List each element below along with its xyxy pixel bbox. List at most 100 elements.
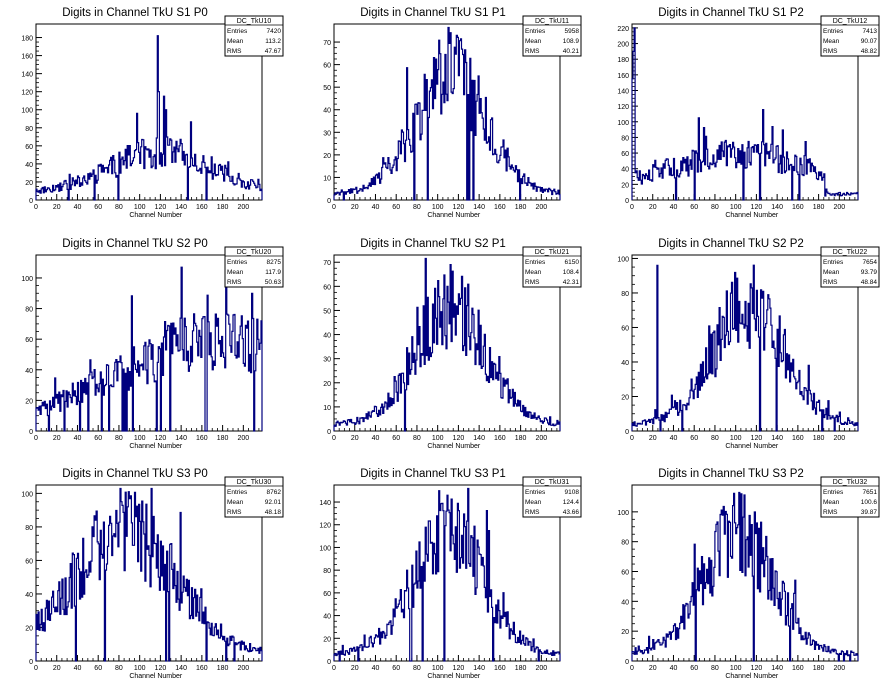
y-tick-label: 120 <box>319 523 331 530</box>
stats-box <box>224 476 284 518</box>
stats-name: DC_TkU31 <box>535 479 570 486</box>
y-tick-label: 0 <box>327 429 331 436</box>
x-axis-label: Channel Number <box>427 443 481 450</box>
y-tick-label: 50 <box>323 85 331 92</box>
x-tick-label: 200 <box>535 435 547 442</box>
y-tick-label: 0 <box>327 198 331 205</box>
stats-value-mean: 113.2 <box>265 38 281 45</box>
x-tick-label: 100 <box>134 665 146 672</box>
x-tick-label: 20 <box>53 204 61 211</box>
stats-box <box>522 246 582 288</box>
y-tick-label: 20 <box>621 182 629 189</box>
plot-frame <box>333 484 561 662</box>
panel-title: Digits in Channel TkU S1 P2 <box>658 7 804 19</box>
stats-name: DC_TkU32 <box>833 479 868 486</box>
panel-title: Digits in Channel TkU S1 P1 <box>360 7 506 19</box>
y-tick-label: 40 <box>621 360 629 367</box>
x-tick-label: 200 <box>237 665 249 672</box>
y-tick-label: 70 <box>323 40 331 47</box>
x-tick-label: 160 <box>494 665 506 672</box>
stats-box <box>224 246 284 288</box>
y-tick-label: 100 <box>617 510 629 517</box>
x-tick-label: 0 <box>630 435 634 442</box>
histogram-panel: Digits in Channel TkU S3 P1 0 20 40 60 80 100 1… <box>319 468 582 680</box>
x-tick-label: 120 <box>155 665 167 672</box>
stats-value-entries: 8275 <box>267 259 282 266</box>
stats-label-rms: RMS <box>525 279 540 286</box>
stats-label-mean: Mean <box>525 38 542 45</box>
x-tick-label: 120 <box>453 665 465 672</box>
x-axis-label: Channel Number <box>725 212 779 219</box>
x-tick-label: 100 <box>134 435 146 442</box>
x-tick-label: 140 <box>473 204 485 211</box>
stats-label-entries: Entries <box>525 259 546 266</box>
x-tick-label: 180 <box>217 435 229 442</box>
y-tick-label: 20 <box>25 625 33 632</box>
x-tick-label: 80 <box>413 204 421 211</box>
stats-value-entries: 5958 <box>565 28 580 35</box>
stats-label-entries: Entries <box>823 28 844 35</box>
x-tick-label: 20 <box>351 665 359 672</box>
histogram-panel: Digits in Channel TkU S1 P0 0 20 40 60 80 100 1… <box>21 7 284 219</box>
x-tick-label: 100 <box>730 204 742 211</box>
y-tick-label: 0 <box>625 659 629 666</box>
x-tick-label: 80 <box>413 435 421 442</box>
x-tick-label: 200 <box>833 665 845 672</box>
y-tick-label: 160 <box>21 54 33 61</box>
x-tick-label: 100 <box>432 665 444 672</box>
stats-value-rms: 42.31 <box>563 279 580 286</box>
plot-frame <box>35 484 263 662</box>
x-tick-label: 40 <box>74 665 82 672</box>
stats-box <box>820 246 880 288</box>
x-tick-label: 160 <box>196 435 208 442</box>
x-tick-label: 40 <box>74 435 82 442</box>
x-tick-label: 40 <box>74 204 82 211</box>
stats-label-mean: Mean <box>823 38 840 45</box>
y-tick-label: 140 <box>617 88 629 95</box>
y-tick-label: 60 <box>25 144 33 151</box>
x-axis-label: Channel Number <box>427 673 481 680</box>
stats-label-mean: Mean <box>227 269 244 276</box>
stats-box <box>522 15 582 57</box>
x-tick-label: 100 <box>432 204 444 211</box>
y-tick-label: 60 <box>621 570 629 577</box>
x-tick-label: 160 <box>494 435 506 442</box>
y-tick-label: 200 <box>617 42 629 49</box>
histogram-panel: Digits in Channel TkU S3 P0 0 20 40 60 80 100 0… <box>21 468 284 680</box>
y-tick-label: 20 <box>323 153 331 160</box>
x-tick-label: 140 <box>771 204 783 211</box>
x-tick-label: 120 <box>155 204 167 211</box>
stats-value-mean: 108.9 <box>563 38 580 45</box>
y-tick-label: 0 <box>625 198 629 205</box>
x-tick-label: 160 <box>196 665 208 672</box>
y-tick-label: 30 <box>323 357 331 364</box>
panel-title: Digits in Channel TkU S1 P0 <box>62 7 208 19</box>
x-tick-label: 20 <box>351 435 359 442</box>
y-tick-label: 60 <box>621 325 629 332</box>
x-tick-label: 0 <box>34 665 38 672</box>
x-axis-label: Channel Number <box>725 443 779 450</box>
stats-label-entries: Entries <box>227 259 248 266</box>
y-tick-label: 60 <box>323 63 331 70</box>
y-tick-label: 100 <box>21 491 33 498</box>
stats-value-rms: 48.18 <box>265 509 282 516</box>
stats-value-mean: 92.01 <box>265 499 282 506</box>
x-tick-label: 40 <box>670 435 678 442</box>
y-tick-label: 50 <box>323 308 331 315</box>
stats-box <box>820 476 880 518</box>
stats-value-entries: 7420 <box>267 28 282 35</box>
stats-value-entries: 6150 <box>565 259 580 266</box>
stats-box <box>224 15 284 57</box>
y-tick-label: 220 <box>617 26 629 33</box>
y-tick-label: 40 <box>25 162 33 169</box>
histogram-line <box>35 35 263 201</box>
x-tick-label: 140 <box>771 435 783 442</box>
panel-title: Digits in Channel TkU S3 P2 <box>658 468 804 480</box>
x-tick-label: 140 <box>175 665 187 672</box>
stats-value-rms: 43.66 <box>563 509 580 516</box>
y-tick-label: 40 <box>25 368 33 375</box>
x-tick-label: 20 <box>53 665 61 672</box>
x-tick-label: 100 <box>134 204 146 211</box>
y-tick-label: 80 <box>621 135 629 142</box>
x-tick-label: 200 <box>535 204 547 211</box>
